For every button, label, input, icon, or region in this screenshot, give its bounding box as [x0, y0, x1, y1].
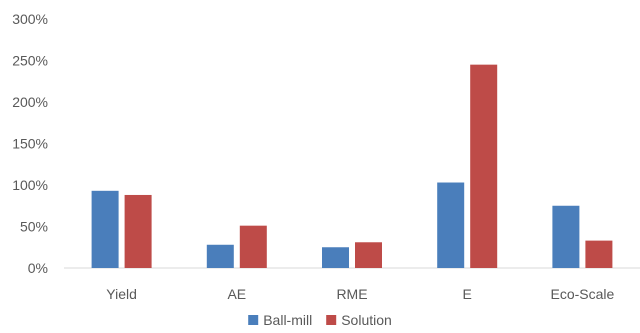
bar-solution-rme: [355, 242, 382, 268]
legend: Ball-mill Solution: [248, 312, 392, 328]
x-category-label: E: [463, 286, 472, 302]
x-category-label: Yield: [106, 286, 137, 302]
bar-ball-mill-ae: [206, 244, 234, 268]
x-category-label: Eco-Scale: [550, 286, 614, 302]
bar-ball-mill-eco-scale: [552, 205, 580, 268]
x-axis-category-labels: Yield AE RME E Eco-Scale: [106, 286, 614, 302]
y-tick-label: 150%: [12, 136, 48, 152]
y-tick-label: 200%: [12, 94, 48, 110]
bar-ball-mill-e: [437, 182, 465, 268]
x-category-label: RME: [336, 286, 367, 302]
legend-swatch: [326, 315, 337, 325]
y-tick-label: 50%: [20, 219, 48, 235]
legend-label: Ball-mill: [263, 312, 312, 328]
bar-ball-mill-rme: [322, 247, 349, 268]
x-category-label: AE: [227, 286, 246, 302]
bars: [91, 64, 613, 269]
bar-ball-mill-yield: [91, 190, 119, 268]
bar-solution-eco-scale: [585, 240, 613, 268]
legend-label: Solution: [341, 312, 392, 328]
y-axis-tick-labels: 0% 50% 100% 150% 200% 250% 300%: [12, 11, 48, 276]
legend-swatch: [248, 315, 259, 325]
y-tick-label: 100%: [12, 177, 48, 193]
bar-solution-e: [470, 64, 498, 269]
bar-solution-ae: [239, 225, 267, 268]
bar-solution-yield: [124, 194, 152, 268]
y-tick-label: 0%: [28, 260, 48, 276]
y-tick-label: 300%: [12, 11, 48, 27]
y-tick-label: 250%: [12, 53, 48, 69]
